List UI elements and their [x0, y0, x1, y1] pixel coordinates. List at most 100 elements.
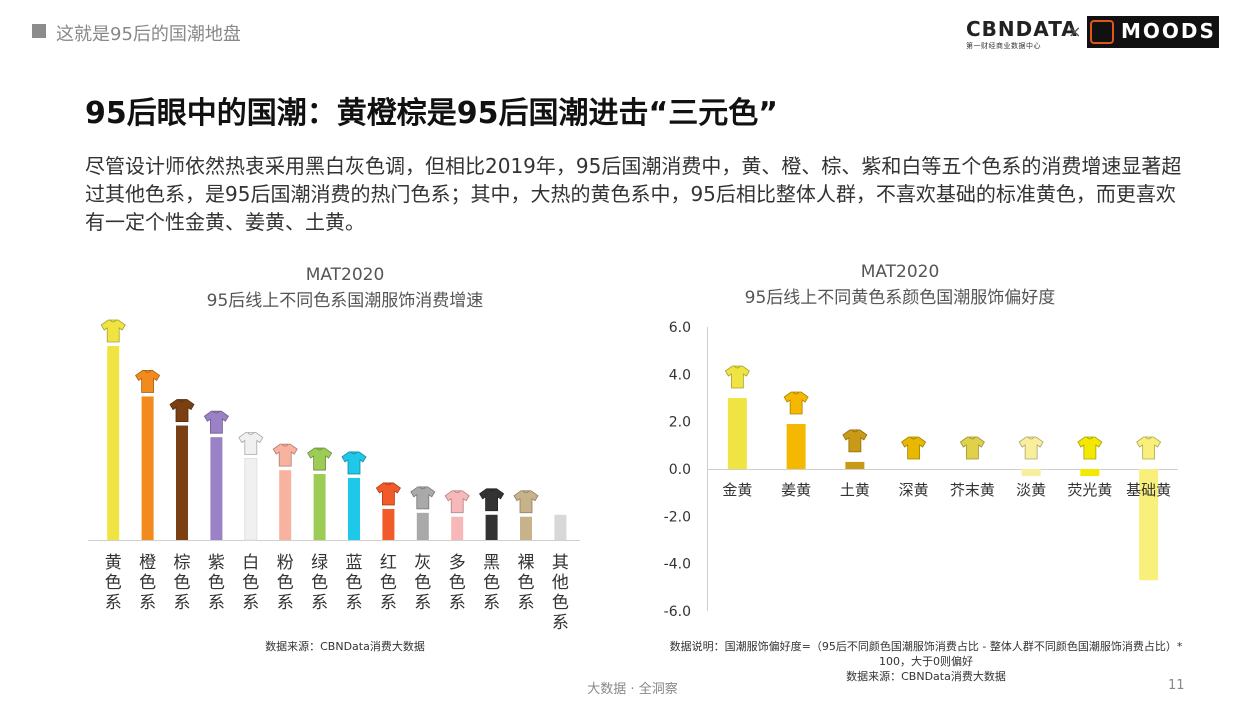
chart2-y-tick-label-5: -4.0: [664, 557, 691, 573]
chart1-category-char: 系: [518, 593, 535, 613]
chart1-white-jacket-icon-shape: [238, 432, 264, 455]
chart1-bar-9: [416, 512, 429, 540]
chart2-ginger-tshirt-icon-collar: [792, 391, 800, 395]
chart1-category-char: 系: [208, 593, 225, 613]
chart1-category-char: 灰: [414, 553, 431, 573]
chart2-category-label-1: 姜黄: [781, 481, 811, 499]
chart2-formula-note: 数据说明：国潮服饰偏好度=（95后不同颜色国潮服饰消费占比 - 整体人群不同颜色…: [669, 640, 1183, 668]
chart1-category-char: 紫: [208, 553, 225, 573]
chart1-bar-10: [451, 516, 464, 540]
chart1-beige-jacket-icon-collar: [522, 490, 530, 494]
chart1-yellow-shirt-icon: [100, 319, 126, 343]
chart2-earth-jacket-icon-shape: [842, 429, 868, 453]
chart1-category-char: 系: [311, 593, 328, 613]
chart1-category-char: 色: [242, 573, 259, 593]
chart1-bar-5: [279, 470, 292, 540]
chart2-source: 数据来源：CBNData消费大数据: [846, 670, 1006, 683]
chart2-category-label-3: 深黄: [899, 481, 929, 499]
chart1-category-label-2: 棕色系: [174, 553, 191, 613]
section-marker: [32, 24, 46, 38]
chart1-category-char: 系: [174, 593, 191, 613]
footer-slogan: 大数据 · 全洞察: [587, 682, 678, 697]
chart1-bar-11: [485, 514, 498, 540]
chart2-bar-7: [1139, 469, 1159, 581]
chart1-category-char: 系: [483, 593, 500, 613]
chart1-blue-jacket-icon: [341, 451, 367, 475]
chart2-neon-sweater-icon-collar: [1086, 436, 1094, 440]
chart2-category-label-4: 芥末黄: [950, 481, 995, 499]
chart1-category-char: 色: [174, 573, 191, 593]
chart1-category-char: 系: [105, 593, 122, 613]
chart1-bar-2: [176, 425, 188, 540]
chart1-category-label-7: 蓝色系: [346, 553, 363, 613]
chart1-bar-3: [210, 437, 223, 540]
chart2-category-label-7: 基础黄: [1126, 481, 1171, 499]
chart1-title: MAT2020 95后线上不同色系国潮服饰消费增速: [85, 262, 605, 314]
chart1-category-label-5: 粉色系: [277, 553, 294, 613]
chart1-brown-tshirt-icon-shape: [169, 399, 195, 422]
chart1-title-period: MAT2020: [305, 265, 385, 285]
chart2-neon-sweater-icon-shape: [1077, 436, 1103, 460]
chart1-bar-4: [244, 458, 258, 541]
cbndata-logo-text: CBNDATA: [966, 17, 1078, 41]
chart2-category-label-6: 荧光黄: [1067, 481, 1112, 499]
chart1-category-char: 色: [552, 593, 569, 613]
chart1-brown-tshirt-icon-collar: [178, 399, 186, 402]
chart1-red-sweater-icon-collar: [385, 482, 392, 486]
chart1-gray-sweater-icon-collar: [419, 486, 427, 490]
chart1-orange-jacket-icon-collar: [144, 370, 151, 373]
chart1-category-label-9: 灰色系: [414, 553, 431, 613]
chart1-category-char: 系: [414, 593, 431, 613]
chart1-yellow-shirt-icon-shape: [100, 319, 126, 343]
page-number: 11: [1168, 678, 1185, 693]
chart2-bar-0: [727, 398, 747, 469]
chart1-brown-tshirt-icon: [169, 399, 195, 422]
chart1-striped-sweater-icon-collar: [453, 490, 461, 494]
section-title: 这就是95后的国潮地盘: [56, 24, 241, 45]
chart1-category-char: 色: [414, 573, 431, 593]
chart1-gray-sweater-icon-shape: [410, 486, 436, 510]
chart2-mustard-shirt-icon: [959, 436, 985, 460]
chart1-category-char: 色: [518, 573, 535, 593]
chart1-category-char: 裸: [518, 553, 535, 573]
chart1-category-char: 色: [483, 573, 500, 593]
chart2-deep-yellow-tshirt-icon-shape: [901, 436, 927, 460]
chart2-y-tick-label-4: -2.0: [664, 509, 691, 525]
chart2-title-text: 95后线上不同黄色系颜色国潮服饰偏好度: [744, 288, 1056, 308]
chart1-category-char: 色: [139, 573, 156, 593]
chart1-striped-sweater-icon-shape: [444, 490, 470, 514]
chart1-category-char: 蓝: [346, 553, 363, 573]
chart1-category-char: 白: [242, 553, 259, 573]
chart1-category-char: 黄: [105, 553, 122, 573]
chart2-category-label-0: 金黄: [722, 481, 752, 499]
chart2-light-yellow-tshirt-icon: [1018, 436, 1044, 460]
chart2-earth-jacket-icon-collar: [851, 429, 859, 433]
chart1-pink-tshirt-icon: [272, 443, 298, 467]
chart1-category-label-8: 红色系: [380, 553, 397, 613]
chart1-category-label-6: 绿色系: [311, 553, 328, 613]
chart2-deep-yellow-tshirt-icon-collar: [910, 436, 917, 440]
chart1-red-sweater-icon-shape: [375, 482, 401, 506]
chart1-beige-jacket-icon-shape: [513, 490, 539, 514]
chart1-category-char: 系: [277, 593, 294, 613]
chart1-category-char: 橙: [139, 553, 156, 573]
chart2-notes: 数据说明：国潮服饰偏好度=（95后不同颜色国潮服饰消费占比 - 整体人群不同颜色…: [656, 639, 1196, 684]
chart1-black-jacket-icon-collar: [488, 488, 495, 492]
chart2-basic-yellow-tshirt-icon-shape: [1136, 436, 1162, 460]
chart2-golden-hoodie-icon-collar: [734, 365, 741, 369]
chart1-category-label-1: 橙色系: [139, 553, 156, 613]
cbndata-logo-subtitle: 第一财经商业数据中心: [966, 42, 1041, 50]
chart1-category-char: 多: [449, 553, 466, 573]
chart1-category-label-13: 其他色系: [552, 553, 569, 633]
chart1-pink-tshirt-icon-collar: [281, 443, 289, 447]
moods-mark-icon: [1090, 20, 1114, 44]
chart1-bar-1: [141, 396, 154, 540]
chart1-category-char: 色: [346, 573, 363, 593]
chart1-category-char: 色: [380, 573, 397, 593]
chart1-title-text: 95后线上不同色系国潮服饰消费增速: [206, 291, 484, 311]
chart2-earth-jacket-icon: [842, 429, 868, 453]
chart1-bar-7: [348, 477, 360, 540]
chart1-blue-jacket-icon-collar: [350, 451, 358, 455]
chart1-category-label-10: 多色系: [449, 553, 466, 613]
